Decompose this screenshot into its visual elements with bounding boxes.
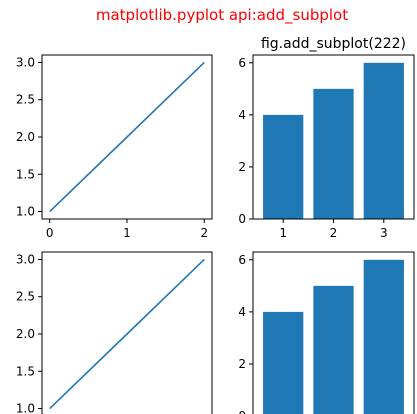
xtick-label-ax1-1: 1 [123, 226, 131, 240]
bar-ax4-3 [363, 259, 404, 414]
bar-ax4-2 [313, 285, 354, 414]
xtick-label-ax2-2: 3 [380, 226, 388, 240]
ytick-label-ax1-3: 2.5 [16, 93, 35, 107]
line-series-ax3-0 [49, 258, 205, 410]
ytick-label-ax3-0: 1.0 [16, 402, 35, 414]
ytick-label-ax3-2: 2.0 [16, 327, 35, 341]
line-series-ax1-0 [49, 61, 205, 213]
ytick-label-ax4-0: 0 [238, 409, 246, 414]
xtick-label-ax1-0: 0 [46, 226, 54, 240]
ytick-label-ax4-2: 4 [238, 305, 246, 319]
ytick-label-ax1-2: 2.0 [16, 130, 35, 144]
axes-layer: 0 1 2 1.0 1.5 2.0 2.5 3.0 1 2 3 0 2 4 6 fig.add_subplot… [16, 36, 415, 414]
ytick-label-ax4-1: 2 [238, 357, 246, 371]
subplot-ax3: 1.0 1.5 2.0 2.5 3.0 [16, 251, 213, 414]
bar-ax4-1 [263, 311, 304, 414]
ytick-label-ax2-1: 2 [238, 160, 246, 174]
bar-ax2-3 [363, 62, 404, 219]
ytick-label-ax1-0: 1.0 [16, 205, 35, 219]
xtick-label-ax2-0: 1 [279, 226, 287, 240]
ytick-label-ax2-0: 0 [238, 212, 246, 226]
subplot-ax1: 0 1 2 1.0 1.5 2.0 2.5 3.0 [16, 54, 213, 240]
subplot-title-ax2: fig.add_subplot(222) [261, 36, 406, 52]
bar-ax2-1 [263, 114, 304, 219]
ytick-label-ax3-4: 3.0 [16, 252, 35, 266]
ytick-label-ax4-3: 6 [238, 253, 246, 267]
ytick-label-ax2-3: 6 [238, 56, 246, 70]
ytick-label-ax3-3: 2.5 [16, 290, 35, 304]
subplot-ax2: 1 2 3 0 2 4 6 fig.add_subplot(222) [238, 36, 415, 240]
ytick-label-ax3-1: 1.5 [16, 364, 35, 378]
figure-suptitle: matplotlib.pyplot api:add_subplot [96, 6, 348, 25]
bar-ax2-2 [313, 88, 354, 219]
subplot-ax4: 0 2 4 6 [238, 251, 415, 414]
ytick-label-ax1-4: 3.0 [16, 55, 35, 69]
ytick-label-ax2-2: 4 [238, 108, 246, 122]
xtick-label-ax2-1: 2 [330, 226, 338, 240]
xtick-label-ax1-2: 2 [200, 226, 208, 240]
axes-frame-ax4 [252, 251, 415, 414]
ytick-label-ax1-1: 1.5 [16, 167, 35, 181]
